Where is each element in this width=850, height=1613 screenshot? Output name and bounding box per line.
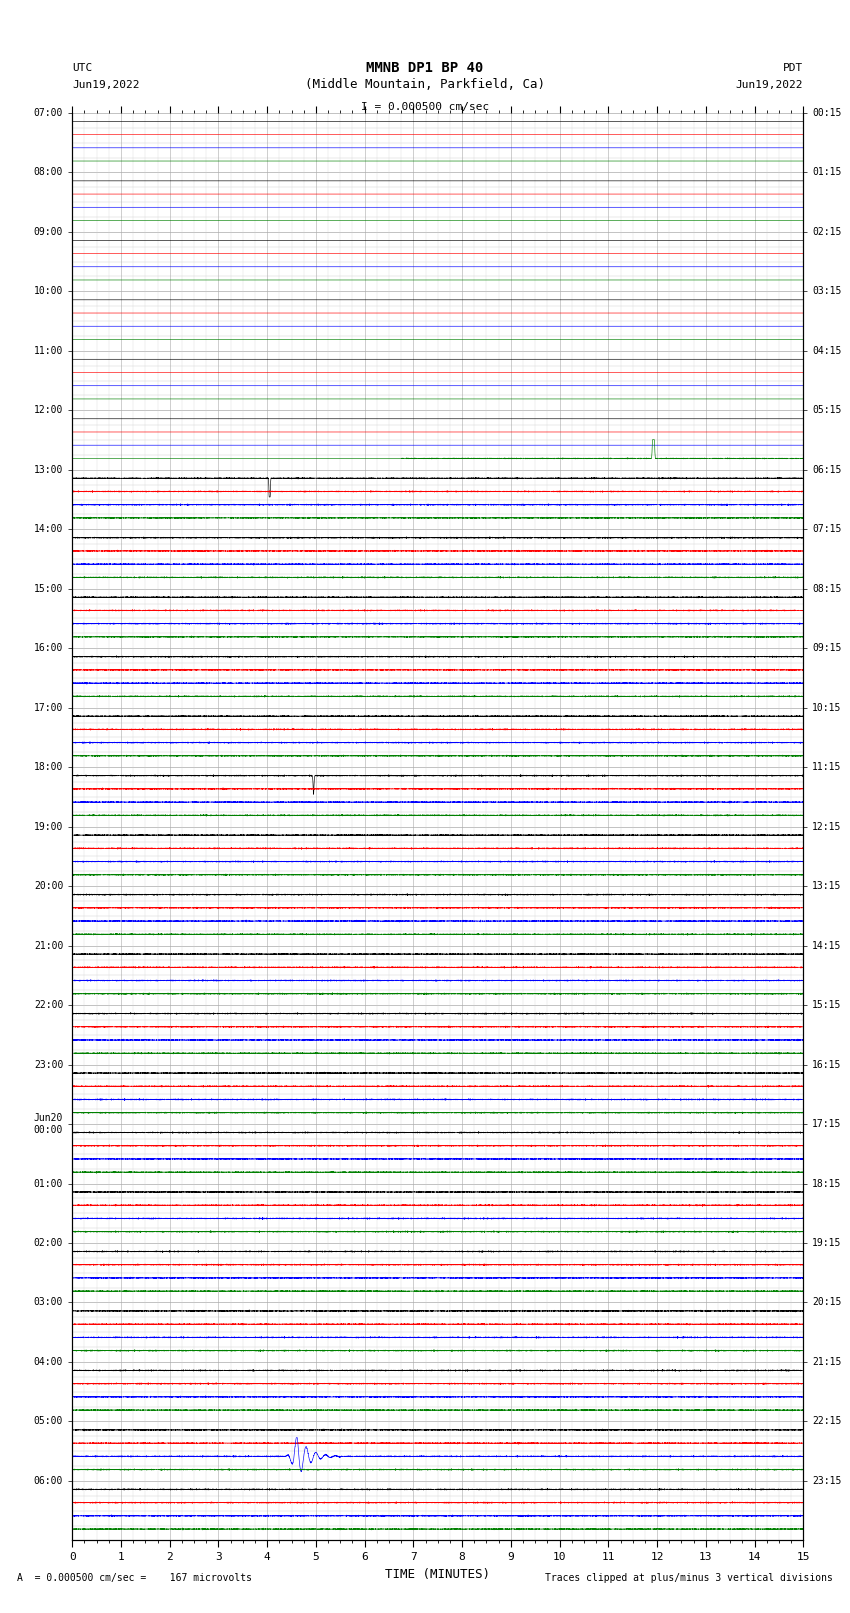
Text: Jun19,2022: Jun19,2022 (736, 81, 803, 90)
Text: Jun19,2022: Jun19,2022 (72, 81, 139, 90)
Text: UTC: UTC (72, 63, 93, 73)
Text: I = 0.000500 cm/sec: I = 0.000500 cm/sec (361, 102, 489, 111)
Text: Traces clipped at plus/minus 3 vertical divisions: Traces clipped at plus/minus 3 vertical … (545, 1573, 833, 1582)
Text: PDT: PDT (783, 63, 803, 73)
X-axis label: TIME (MINUTES): TIME (MINUTES) (385, 1568, 490, 1581)
Text: (Middle Mountain, Parkfield, Ca): (Middle Mountain, Parkfield, Ca) (305, 77, 545, 90)
Text: A  = 0.000500 cm/sec =    167 microvolts: A = 0.000500 cm/sec = 167 microvolts (17, 1573, 252, 1582)
Text: MMNB DP1 BP 40: MMNB DP1 BP 40 (366, 61, 484, 76)
